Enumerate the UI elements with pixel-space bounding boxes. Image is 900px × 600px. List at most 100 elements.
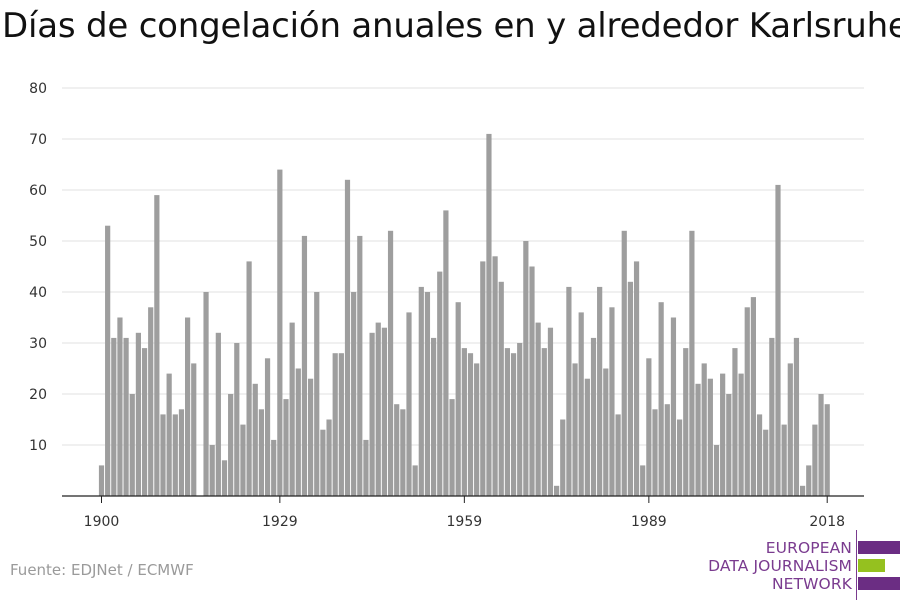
bar-1922 (234, 343, 240, 496)
bar-1954 (431, 337, 437, 496)
bar-1933 (301, 235, 308, 496)
bar-2015 (806, 465, 812, 496)
bar-1929 (277, 169, 283, 496)
bar-1983 (609, 307, 615, 496)
y-tick-label-20: 20 (29, 387, 47, 403)
bar-2018 (824, 404, 830, 496)
bar-1969 (523, 241, 529, 496)
bar-1936 (320, 429, 326, 496)
bar-1910 (160, 414, 166, 496)
logo-bar-top (858, 541, 900, 554)
y-tick-label-10: 10 (29, 438, 47, 454)
bar-1937 (326, 419, 332, 496)
bar-1978 (578, 312, 584, 496)
bar-1938 (332, 353, 338, 496)
bar-1931 (289, 322, 295, 496)
bar-1957 (449, 399, 455, 496)
bar-1967 (510, 353, 517, 496)
bar-1999 (707, 378, 713, 496)
bar-1901 (105, 225, 111, 496)
x-tick-label-2018: 2018 (809, 514, 845, 530)
bar-1941 (351, 292, 357, 496)
bar-1979 (584, 378, 590, 496)
bar-2016 (812, 424, 818, 496)
bar-2011 (781, 424, 787, 496)
bar-1981 (597, 286, 603, 496)
bar-1944 (369, 332, 375, 496)
bar-1971 (535, 322, 541, 496)
bar-1955 (437, 271, 443, 496)
bar-1921 (228, 394, 234, 496)
bar-1920 (221, 460, 228, 496)
bar-1985 (621, 230, 627, 497)
bar-2001 (720, 373, 726, 496)
bar-1935 (314, 292, 320, 496)
bar-1972 (541, 348, 547, 496)
bar-1958 (455, 302, 461, 496)
y-tick-label-30: 30 (29, 336, 47, 352)
logo-divider (856, 530, 857, 600)
bar-1960 (467, 353, 474, 496)
bar-2014 (800, 485, 806, 496)
logo-bar-bottom (858, 577, 900, 590)
y-tick-label-70: 70 (29, 132, 47, 148)
bar-1949 (400, 409, 406, 496)
bar-1993 (670, 317, 677, 496)
bar-1986 (627, 281, 633, 496)
bars (98, 133, 830, 497)
bar-2013 (793, 337, 800, 496)
bar-2003 (732, 348, 738, 496)
bar-1912 (172, 414, 178, 496)
bar-1903 (117, 317, 123, 496)
bar-1909 (154, 195, 160, 496)
bar-2017 (818, 394, 824, 496)
bar-1932 (295, 368, 301, 496)
bar-1953 (424, 292, 431, 496)
chart-title: Días de congelación anuales en y alreded… (2, 6, 900, 46)
bar-1975 (560, 419, 566, 496)
bar-1982 (603, 368, 609, 496)
bar-1973 (547, 327, 554, 496)
y-tick-label-40: 40 (29, 285, 47, 301)
bar-1948 (394, 404, 400, 496)
logo-text-network: NETWORK (771, 575, 852, 593)
bar-1994 (677, 419, 683, 496)
bar-1917 (203, 292, 209, 496)
bar-1951 (412, 465, 418, 496)
bar-1940 (344, 179, 351, 497)
bar-1977 (572, 363, 578, 496)
y-axis-ticks: 10 20 30 40 50 60 70 80 (29, 81, 47, 454)
bar-1900 (98, 465, 105, 496)
bar-1980 (590, 337, 597, 496)
edjnet-logo: EUROPEAN DATA JOURNALISM NETWORK (700, 530, 900, 600)
bar-1987 (633, 261, 640, 496)
bar-1968 (517, 343, 523, 496)
bar-1988 (640, 465, 646, 496)
bar-1907 (141, 348, 148, 496)
bar-2006 (750, 297, 756, 496)
bar-2008 (763, 429, 769, 496)
bar-1997 (695, 383, 701, 496)
x-tick-label-1989: 1989 (631, 514, 667, 530)
bar-2010 (775, 184, 781, 496)
bar-1919 (215, 332, 221, 496)
source-note: Fuente: EDJNet / ECMWF (10, 561, 194, 579)
bar-1925 (252, 383, 258, 496)
y-tick-label-60: 60 (29, 183, 47, 199)
bar-1902 (111, 337, 117, 496)
bar-1984 (615, 414, 621, 496)
x-axis-ticks: 1900 1929 1959 1989 2018 (84, 496, 845, 530)
bar-2005 (744, 307, 750, 496)
bar-1991 (658, 302, 664, 496)
bar-1966 (504, 348, 510, 496)
bar-1959 (461, 348, 467, 496)
x-tick-label-1959: 1959 (447, 514, 483, 530)
logo-bar-middle (858, 559, 885, 572)
bar-1923 (240, 424, 246, 496)
bar-1905 (129, 394, 135, 496)
bar-1965 (498, 281, 504, 496)
bar-1934 (308, 378, 314, 496)
bar-2004 (738, 373, 744, 496)
x-tick-label-1900: 1900 (84, 514, 120, 530)
